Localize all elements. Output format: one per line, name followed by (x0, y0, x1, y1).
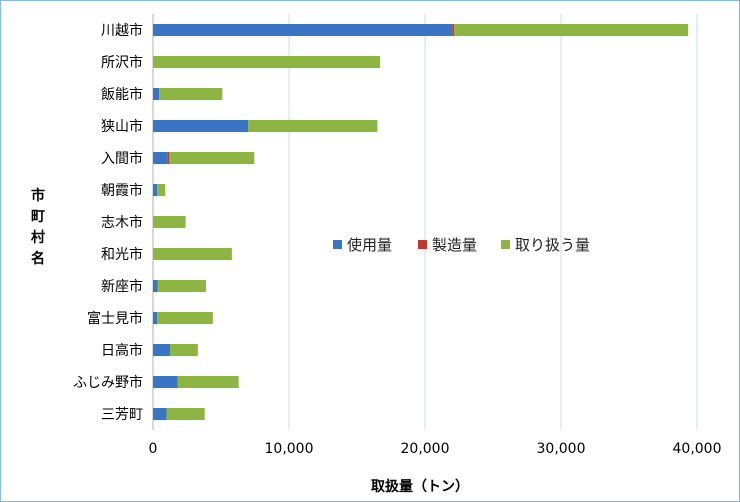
category-label: 志木市 (101, 214, 143, 231)
gridlines (152, 14, 698, 430)
legend-label: 使用量 (347, 236, 392, 254)
category-label: 入間市 (101, 150, 143, 167)
bar-segment (248, 120, 378, 132)
bar-segment (452, 24, 455, 36)
bars (153, 24, 689, 420)
category-label: 朝霞市 (101, 182, 143, 199)
category-label: 三芳町 (101, 406, 143, 423)
legend-label: 取り扱う量 (515, 236, 590, 254)
category-labels: 川越市所沢市飯能市狭山市入間市朝霞市志木市和光市新座市富士見市日高市ふじみ野市三… (73, 22, 143, 423)
category-label: 狭山市 (101, 118, 143, 135)
bar-segment (153, 344, 170, 356)
bar-segment (157, 312, 213, 324)
bar-segment (454, 24, 689, 36)
legend-swatch (333, 240, 342, 249)
legend-swatch (418, 240, 427, 249)
x-tick-label: 40,000 (673, 441, 722, 457)
x-tick-label: 20,000 (401, 441, 450, 457)
x-tick-label: 10,000 (265, 441, 314, 457)
x-tick-label: 0 (149, 441, 158, 457)
bar-segment (153, 248, 232, 260)
bar-segment (153, 120, 249, 132)
bar-segment (153, 152, 168, 164)
bar-segment (153, 408, 167, 420)
legend: 使用量 製造量 取り扱う量 (333, 236, 590, 254)
legend-label: 製造量 (432, 236, 477, 254)
category-label: 川越市 (101, 22, 143, 39)
category-label: 富士見市 (87, 310, 143, 327)
legend-swatch (501, 240, 510, 249)
bar-segment (159, 88, 223, 100)
bar-segment (170, 344, 198, 356)
bar-segment (153, 280, 158, 292)
bar-segment (167, 152, 170, 164)
bar-segment (153, 216, 186, 228)
x-tick-label: 30,000 (537, 441, 586, 457)
y-axis-title: 市町村名 (31, 187, 45, 267)
bar-segment (153, 56, 381, 68)
bar-segment (153, 184, 158, 196)
category-label: 所沢市 (101, 54, 143, 71)
category-label: 和光市 (101, 246, 143, 263)
bar-segment (157, 184, 166, 196)
bar-segment (153, 24, 453, 36)
bar-segment (166, 408, 205, 420)
bar-segment (153, 376, 178, 388)
category-label: 日高市 (101, 342, 143, 359)
bar-segment (153, 88, 160, 100)
category-label: 新座市 (101, 278, 143, 295)
bar-segment (153, 312, 158, 324)
category-label: 飯能市 (101, 86, 143, 103)
x-axis-title: 取扱量（トン） (371, 478, 469, 495)
bar-segment (157, 280, 207, 292)
bar-segment (169, 152, 255, 164)
bar-segment (177, 376, 239, 388)
category-label: ふじみ野市 (73, 374, 143, 391)
x-tick-labels: 0 10,000 20,000 30,000 40,000 (149, 441, 722, 457)
